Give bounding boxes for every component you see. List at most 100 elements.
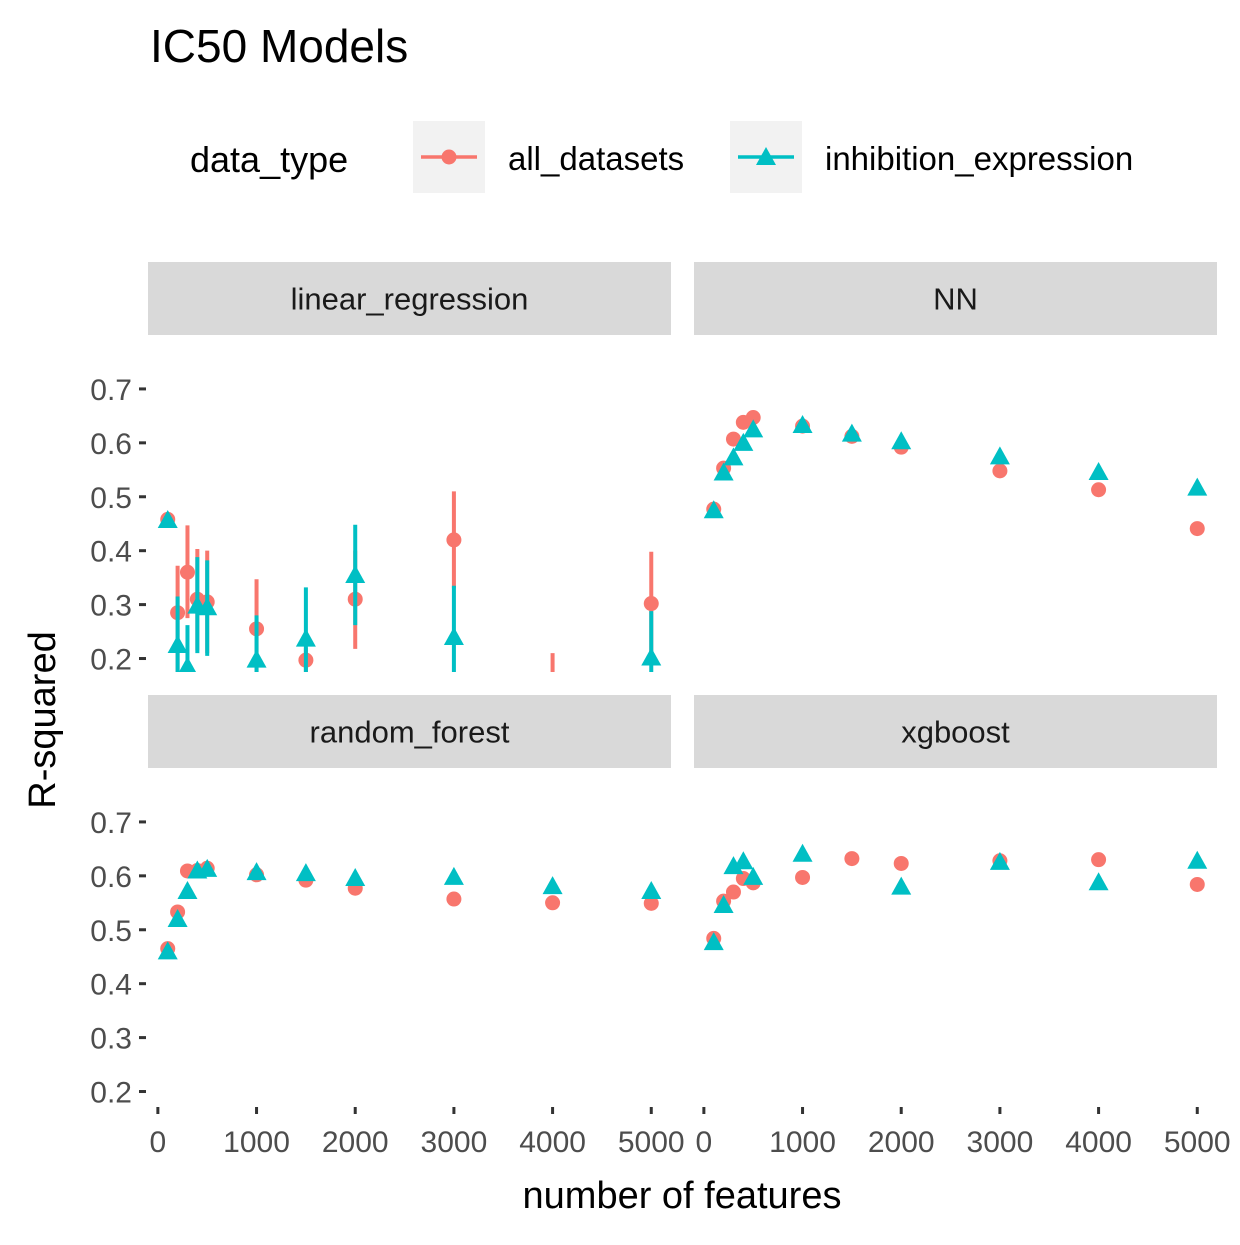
- data-point: [725, 431, 741, 447]
- y-tick-label: 0.4: [90, 536, 132, 569]
- data-point: [167, 635, 188, 654]
- data-point: [713, 894, 734, 913]
- panel-xgboost: xgboost 0 1000 2000 3000 4000 5000: [694, 695, 1231, 1159]
- y-tick-label: 0.4: [90, 969, 132, 1002]
- data-point: [743, 419, 764, 438]
- panel-linear-regression: linear_regression 0.2 0.3 0.4 0.5 0.6 0.7: [90, 262, 671, 677]
- data-point: [743, 866, 764, 885]
- x-tick-label: 1000: [769, 1126, 836, 1159]
- x-tick-label: 1000: [223, 1126, 290, 1159]
- y-tick-label: 0.3: [90, 1023, 132, 1056]
- series-all-datasets: [706, 409, 1205, 537]
- data-point: [1091, 852, 1107, 868]
- data-point: [641, 880, 662, 899]
- data-point: [545, 895, 561, 911]
- data-point: [246, 649, 267, 668]
- data-point: [157, 941, 178, 960]
- y-axis-label: R-squared: [22, 631, 64, 808]
- strip-label-random-forest: random_forest: [310, 715, 510, 750]
- y-tick-label: 0.7: [90, 807, 132, 840]
- x-tick-label: 3000: [421, 1126, 488, 1159]
- strip-background-linear-regression: [148, 262, 671, 335]
- x-tick-label: 0: [150, 1126, 167, 1159]
- series-all-datasets: [706, 851, 1205, 946]
- data-point: [295, 628, 316, 647]
- data-point: [844, 851, 860, 867]
- data-point: [733, 432, 754, 451]
- x-tick-label: 0: [696, 1126, 713, 1159]
- data-point: [733, 851, 754, 870]
- data-point: [891, 431, 912, 450]
- data-point: [178, 656, 197, 672]
- data-point: [446, 891, 462, 907]
- data-point: [177, 880, 198, 899]
- data-point: [992, 463, 1008, 479]
- panel-nn: NN: [694, 262, 1217, 537]
- strip-label-linear-regression: linear_regression: [291, 282, 529, 317]
- data-point: [157, 509, 178, 528]
- series-inhibition-expression: [703, 843, 1208, 951]
- panel-random-forest: random_forest 0.2 0.3 0.4 0.5 0.6 0.7 0 1000 2000…: [90, 695, 685, 1159]
- y-tick-label: 0.5: [90, 915, 132, 948]
- data-point: [197, 597, 218, 616]
- y-tick-label: 0.7: [90, 374, 132, 407]
- data-layer-xgboost: [703, 843, 1208, 951]
- strip-background-nn: [694, 262, 1217, 335]
- data-point: [167, 908, 188, 927]
- data-point: [841, 423, 862, 442]
- strip-label-xgboost: xgboost: [901, 715, 1010, 750]
- legend-key-triangle-marker: [756, 147, 776, 165]
- data-point: [792, 843, 813, 862]
- legend: all_datasets inhibition_expression: [413, 121, 1133, 193]
- x-tick-label: 3000: [967, 1126, 1034, 1159]
- data-layer-random-forest: [157, 858, 662, 960]
- series-all-datasets: [160, 491, 659, 672]
- data-point: [443, 866, 464, 885]
- data-point: [443, 626, 464, 645]
- data-point: [703, 932, 724, 951]
- data-point: [345, 867, 366, 886]
- data-point: [745, 409, 761, 425]
- data-point: [713, 462, 734, 481]
- data-point: [1088, 872, 1109, 891]
- data-point: [795, 869, 811, 885]
- data-point: [542, 876, 563, 895]
- data-point: [1187, 477, 1208, 496]
- data-point: [197, 858, 218, 877]
- data-layer-nn: [703, 409, 1208, 537]
- data-point: [1091, 482, 1107, 498]
- y-tick-label: 0.2: [90, 644, 132, 677]
- data-point: [1088, 461, 1109, 480]
- series-inhibition-expression: [703, 415, 1208, 519]
- strip-background-random-forest: [148, 695, 671, 768]
- data-point: [643, 895, 659, 911]
- y-tick-label: 0.5: [90, 482, 132, 515]
- strip-background-xgboost: [694, 695, 1217, 768]
- legend-title: data_type: [190, 139, 348, 180]
- data-point: [891, 876, 912, 895]
- data-point: [446, 532, 462, 548]
- x-tick-label: 2000: [868, 1126, 935, 1159]
- data-point: [723, 447, 744, 466]
- legend-label-inhibition-expression: inhibition_expression: [825, 140, 1133, 177]
- data-point: [989, 851, 1010, 870]
- y-tick-label: 0.6: [90, 861, 132, 894]
- data-point: [295, 863, 316, 882]
- x-axis-label: number of features: [523, 1175, 842, 1217]
- y-tick-label: 0.2: [90, 1077, 132, 1110]
- strip-label-nn: NN: [933, 282, 978, 317]
- chart-title: IC50 Models: [150, 20, 408, 72]
- y-tick-label: 0.6: [90, 428, 132, 461]
- data-point: [893, 855, 909, 871]
- x-tick-label: 5000: [618, 1126, 685, 1159]
- series-inhibition-expression: [157, 509, 662, 672]
- x-tick-label: 5000: [1164, 1126, 1231, 1159]
- data-point: [179, 564, 195, 580]
- data-point: [641, 647, 662, 666]
- data-point: [345, 564, 366, 583]
- x-tick-label: 4000: [519, 1126, 586, 1159]
- legend-label-all-datasets: all_datasets: [508, 140, 684, 177]
- legend-key-circle-marker: [441, 149, 457, 165]
